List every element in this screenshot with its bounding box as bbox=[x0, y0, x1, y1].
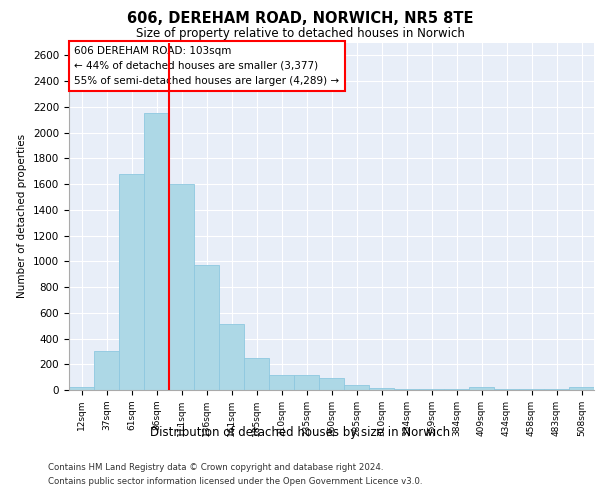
Bar bbox=[294, 374, 319, 390]
Bar bbox=[394, 388, 419, 390]
Bar bbox=[219, 324, 244, 390]
Bar bbox=[119, 174, 144, 390]
Text: Size of property relative to detached houses in Norwich: Size of property relative to detached ho… bbox=[136, 28, 464, 40]
Bar bbox=[319, 378, 344, 390]
Bar bbox=[569, 388, 594, 390]
Text: Contains HM Land Registry data © Crown copyright and database right 2024.: Contains HM Land Registry data © Crown c… bbox=[48, 464, 383, 472]
Y-axis label: Number of detached properties: Number of detached properties bbox=[17, 134, 28, 298]
Text: 606 DEREHAM ROAD: 103sqm
← 44% of detached houses are smaller (3,377)
55% of sem: 606 DEREHAM ROAD: 103sqm ← 44% of detach… bbox=[74, 46, 340, 86]
Bar bbox=[69, 388, 94, 390]
Bar bbox=[369, 388, 394, 390]
Bar bbox=[344, 385, 369, 390]
Bar bbox=[194, 265, 219, 390]
Bar bbox=[269, 374, 294, 390]
Text: Contains public sector information licensed under the Open Government Licence v3: Contains public sector information licen… bbox=[48, 477, 422, 486]
Text: 606, DEREHAM ROAD, NORWICH, NR5 8TE: 606, DEREHAM ROAD, NORWICH, NR5 8TE bbox=[127, 11, 473, 26]
Bar bbox=[244, 358, 269, 390]
Bar bbox=[469, 388, 494, 390]
Bar bbox=[144, 114, 169, 390]
Text: Distribution of detached houses by size in Norwich: Distribution of detached houses by size … bbox=[150, 426, 450, 439]
Bar bbox=[169, 184, 194, 390]
Bar bbox=[94, 352, 119, 390]
